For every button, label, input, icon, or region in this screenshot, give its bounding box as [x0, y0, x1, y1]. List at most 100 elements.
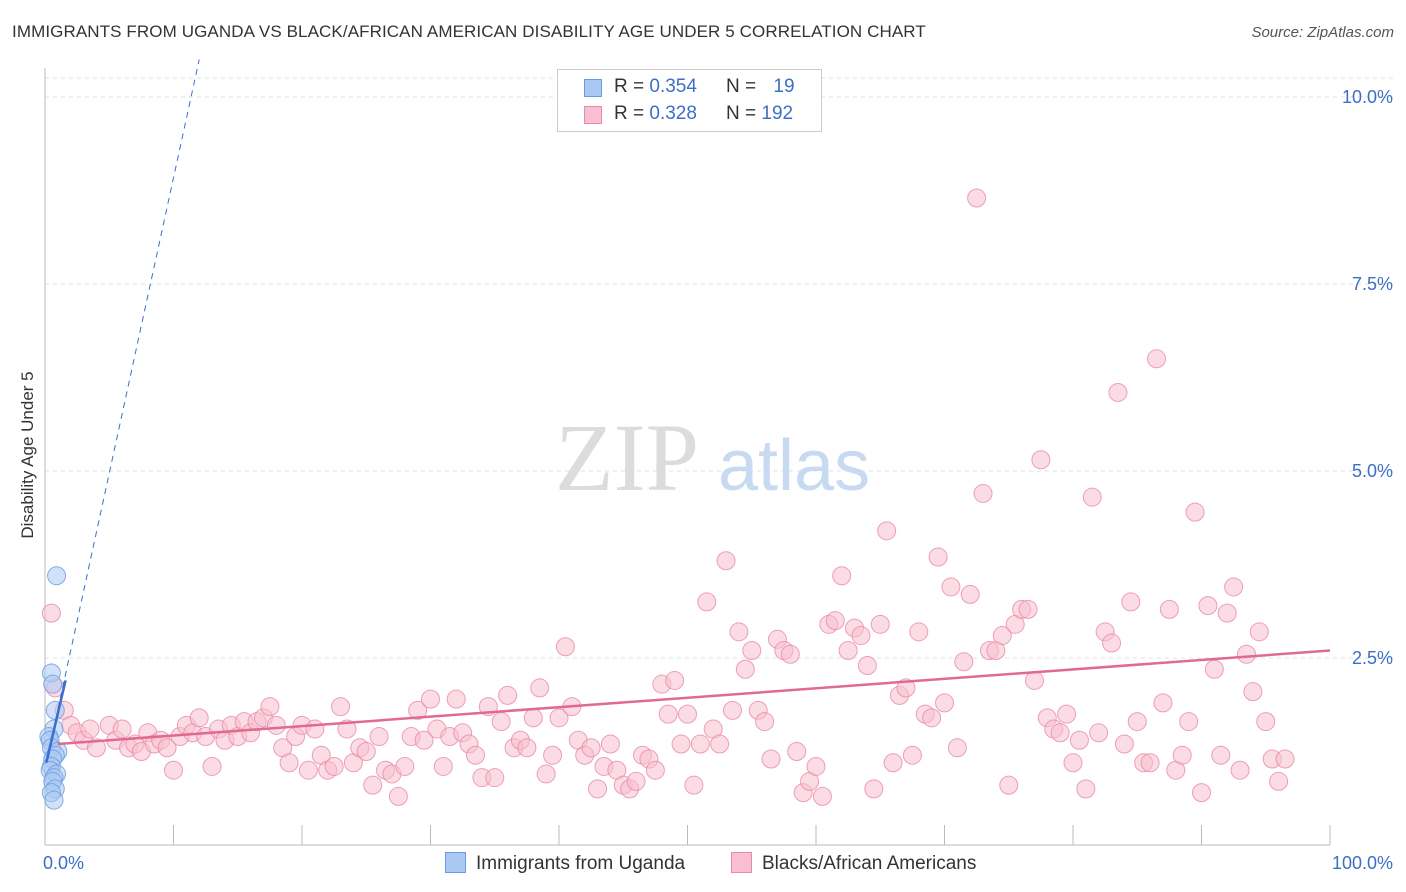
y-tick-label: 2.5%: [1352, 648, 1393, 668]
trend-lines: [45, 59, 1331, 764]
data-point: [645, 760, 665, 780]
x-tick-labels: 0.0% 100.0%: [43, 853, 1393, 873]
data-point: [941, 577, 961, 597]
data-point: [433, 756, 453, 776]
data-point: [1108, 382, 1128, 402]
y-tick-label: 10.0%: [1342, 87, 1393, 107]
chart-title: IMMIGRANTS FROM UGANDA VS BLACK/AFRICAN …: [12, 22, 926, 41]
n-value: 192: [761, 103, 794, 124]
data-point: [331, 697, 351, 717]
data-point: [1127, 712, 1147, 732]
n-value: 19: [773, 76, 795, 97]
data-point: [1057, 704, 1077, 724]
grid-lines: [45, 77, 1395, 659]
data-point: [356, 742, 376, 761]
data-point: [189, 708, 209, 728]
legend-swatch-blacks: [584, 106, 602, 124]
trend-line: [45, 680, 67, 764]
n-label: N =: [726, 103, 762, 124]
data-point: [1063, 753, 1083, 773]
data-point: [1153, 693, 1173, 713]
data-point: [543, 745, 563, 765]
data-point: [909, 622, 929, 642]
r-label: R =: [614, 76, 650, 97]
data-point: [1159, 599, 1179, 619]
y-tick-label: 5.0%: [1352, 461, 1393, 481]
data-point: [1198, 596, 1218, 616]
watermark-zip: ZIP: [555, 404, 699, 511]
stats-legend: R = 0.354 N = 19 R = 0.328 N = 192: [557, 69, 822, 132]
data-point: [202, 756, 222, 776]
legend-swatch-uganda: [445, 852, 466, 873]
legend-item-blacks[interactable]: Blacks/African Americans: [731, 852, 976, 875]
data-point: [41, 603, 61, 623]
data-point: [806, 756, 826, 776]
data-point: [690, 734, 710, 754]
data-point: [1275, 749, 1295, 769]
data-point: [388, 786, 408, 806]
data-point: [1024, 670, 1044, 690]
data-point: [44, 790, 64, 810]
stats-row-blacks: R = 0.328 N = 192: [558, 102, 821, 128]
data-point: [671, 734, 691, 754]
data-point: [337, 719, 357, 739]
x-tick-label: 100.0%: [1332, 853, 1393, 873]
data-point: [787, 742, 807, 761]
data-point: [588, 779, 608, 799]
data-point: [1217, 603, 1237, 623]
data-point: [47, 566, 67, 586]
r-value: 0.328: [649, 103, 697, 124]
data-point: [1185, 502, 1205, 522]
data-point: [549, 708, 569, 728]
data-point: [1102, 633, 1122, 653]
data-point: [1089, 723, 1109, 743]
data-point: [86, 738, 106, 758]
data-point: [1269, 771, 1289, 791]
data-point: [363, 775, 383, 795]
data-point: [369, 727, 389, 747]
y-tick-labels: 2.5% 5.0% 7.5% 10.0%: [1342, 87, 1393, 668]
stats-row-uganda: R = 0.354 N = 19: [558, 75, 821, 101]
data-point: [626, 771, 646, 791]
data-point: [446, 689, 466, 709]
data-point: [722, 700, 742, 720]
data-point: [43, 674, 63, 694]
data-point: [780, 644, 800, 664]
data-point: [1031, 450, 1051, 470]
data-point: [761, 749, 781, 769]
y-tick-label: 7.5%: [1352, 274, 1393, 294]
data-point: [1069, 730, 1089, 750]
data-point: [665, 670, 685, 690]
data-point: [896, 678, 916, 698]
data-point: [260, 697, 280, 717]
data-point: [305, 719, 325, 739]
data-point: [1114, 734, 1134, 754]
legend-item-uganda[interactable]: Immigrants from Uganda: [445, 852, 685, 875]
data-point: [967, 188, 987, 208]
data-point: [1147, 349, 1167, 369]
data-point: [755, 712, 775, 732]
data-point: [1236, 644, 1256, 664]
data-point: [421, 689, 440, 709]
x-tick-label: 0.0%: [43, 853, 84, 873]
data-point: [1172, 745, 1192, 765]
data-point: [465, 745, 485, 765]
axes: [44, 68, 1331, 846]
data-point: [1076, 779, 1096, 799]
data-point: [1192, 783, 1211, 803]
data-point: [600, 734, 620, 754]
data-point: [864, 779, 884, 799]
data-point: [498, 685, 518, 705]
data-point: [1243, 682, 1263, 702]
data-point: [935, 693, 954, 713]
trend-line-dashed: [45, 59, 200, 763]
data-point: [517, 738, 537, 758]
data-point: [735, 659, 755, 679]
legend-label-uganda: Immigrants from Uganda: [476, 853, 686, 874]
r-value: 0.354: [649, 76, 697, 97]
data-point: [742, 641, 762, 661]
legend-swatch-blacks: [731, 852, 752, 873]
data-point: [960, 584, 980, 604]
data-point: [324, 756, 344, 776]
